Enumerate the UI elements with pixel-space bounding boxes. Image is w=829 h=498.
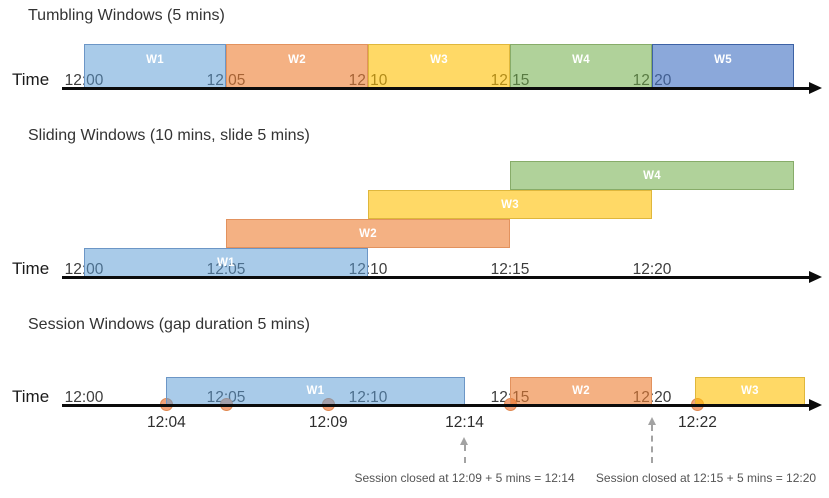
- session-time-axis-line: [62, 404, 809, 407]
- window-w1-sliding: W1: [84, 248, 368, 277]
- event-time-label: 12:04: [146, 414, 186, 431]
- window-w3-sliding: W3: [368, 190, 652, 219]
- window-label: W2: [288, 54, 306, 66]
- window-label: W3: [430, 54, 448, 66]
- axis-arrow-icon: [809, 271, 822, 283]
- session-section-title: Session Windows (gap duration 5 mins): [28, 316, 310, 333]
- window-label: W1: [146, 54, 164, 66]
- event-time-label: 12:22: [678, 414, 717, 431]
- window-label: W2: [359, 227, 377, 240]
- window-w3-session: W3: [694, 377, 806, 405]
- sliding-time-axis-line: [62, 276, 809, 279]
- tumbling-section-title: Tumbling Windows (5 mins): [28, 7, 225, 24]
- window-w1-session: W1: [166, 377, 465, 405]
- window-label: W4: [572, 54, 590, 66]
- annotation-arrow-line: [651, 425, 653, 463]
- annotation-arrow-icon: [647, 417, 656, 425]
- axis-arrow-icon: [809, 82, 822, 94]
- window-label: W4: [643, 169, 661, 182]
- window-label: W1: [306, 385, 325, 397]
- event-time-label: 12:14: [445, 414, 484, 431]
- annotation-arrow-line: [463, 445, 466, 463]
- annotation-arrow-icon: [460, 437, 469, 445]
- window-label: W3: [501, 198, 519, 211]
- session-closed-annotation: Session closed at 12:09 + 5 mins = 12:14: [354, 471, 575, 485]
- window-w2-tumbling: W2: [226, 44, 368, 88]
- window-label: W1: [217, 256, 235, 269]
- tumbling-time-axis-label: Time: [12, 70, 50, 89]
- window-label: W2: [572, 385, 590, 397]
- window-w4-sliding: W4: [510, 161, 794, 190]
- session-closed-annotation: Session closed at 12:15 + 5 mins = 12:20: [595, 471, 817, 485]
- event-time-label: 12:09: [308, 414, 348, 431]
- window-w2-sliding: W2: [226, 219, 510, 248]
- window-w5-tumbling: W5: [652, 44, 794, 88]
- sliding-section-title: Sliding Windows (10 mins, slide 5 mins): [28, 127, 310, 144]
- sliding-time-axis-label: Time: [12, 259, 50, 278]
- window-w2-session: W2: [510, 377, 652, 405]
- window-w3-tumbling: W3: [368, 44, 510, 88]
- session-time-axis-label: Time: [12, 387, 50, 406]
- axis-arrow-icon: [809, 399, 822, 411]
- axis-tick-label-sliding: 12:15: [490, 261, 530, 278]
- window-label: W5: [714, 54, 732, 66]
- axis-tick-label-sliding: 12:20: [632, 261, 672, 278]
- window-w1-tumbling: W1: [84, 44, 226, 88]
- tumbling-time-axis-line: [62, 87, 809, 90]
- window-w4-tumbling: W4: [510, 44, 652, 88]
- window-label: W3: [741, 385, 759, 397]
- axis-tick-label-session: 12:00: [64, 389, 104, 406]
